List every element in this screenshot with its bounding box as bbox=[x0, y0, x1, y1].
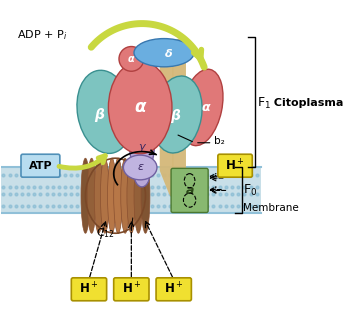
Text: b₂: b₂ bbox=[214, 136, 225, 146]
Text: F$_0$: F$_0$ bbox=[244, 183, 258, 198]
Ellipse shape bbox=[101, 158, 109, 233]
Text: H$^+$: H$^+$ bbox=[121, 282, 141, 297]
Ellipse shape bbox=[129, 123, 154, 171]
Text: β: β bbox=[171, 109, 180, 123]
Text: α: α bbox=[134, 98, 146, 116]
Text: α: α bbox=[128, 54, 135, 64]
Bar bbox=[1, 167, 261, 214]
Ellipse shape bbox=[119, 46, 144, 71]
Ellipse shape bbox=[108, 158, 116, 233]
Ellipse shape bbox=[152, 76, 202, 153]
Text: a: a bbox=[185, 184, 194, 197]
Text: ADP + P$_i$: ADP + P$_i$ bbox=[17, 28, 67, 42]
Text: C$_{12}$: C$_{12}$ bbox=[96, 226, 115, 240]
Ellipse shape bbox=[134, 158, 143, 233]
FancyBboxPatch shape bbox=[71, 278, 106, 301]
Ellipse shape bbox=[134, 161, 150, 187]
Text: ATP: ATP bbox=[29, 161, 52, 171]
Text: Membrane: Membrane bbox=[244, 203, 299, 213]
Text: γ: γ bbox=[139, 142, 145, 152]
FancyBboxPatch shape bbox=[218, 154, 252, 177]
FancyBboxPatch shape bbox=[21, 154, 60, 177]
Ellipse shape bbox=[121, 158, 129, 233]
Ellipse shape bbox=[108, 61, 172, 154]
FancyBboxPatch shape bbox=[171, 168, 208, 213]
Ellipse shape bbox=[81, 158, 90, 233]
FancyBboxPatch shape bbox=[156, 278, 191, 301]
Ellipse shape bbox=[127, 158, 136, 233]
Ellipse shape bbox=[181, 69, 223, 146]
Ellipse shape bbox=[77, 70, 133, 153]
Ellipse shape bbox=[141, 158, 150, 233]
Ellipse shape bbox=[124, 155, 157, 180]
Ellipse shape bbox=[114, 158, 122, 233]
Text: Citoplasma: Citoplasma bbox=[270, 98, 343, 108]
Text: H$^+$: H$^+$ bbox=[79, 282, 99, 297]
Text: H$^+$: H$^+$ bbox=[225, 158, 244, 173]
Ellipse shape bbox=[87, 158, 96, 233]
Text: β: β bbox=[95, 108, 104, 122]
Text: H$^+$: H$^+$ bbox=[164, 282, 183, 297]
Ellipse shape bbox=[94, 158, 103, 233]
FancyBboxPatch shape bbox=[114, 278, 149, 301]
Text: ε: ε bbox=[137, 163, 143, 172]
Text: δ: δ bbox=[165, 49, 172, 60]
Text: α: α bbox=[201, 101, 210, 114]
Ellipse shape bbox=[134, 39, 194, 67]
Text: F$_1$: F$_1$ bbox=[257, 95, 271, 111]
